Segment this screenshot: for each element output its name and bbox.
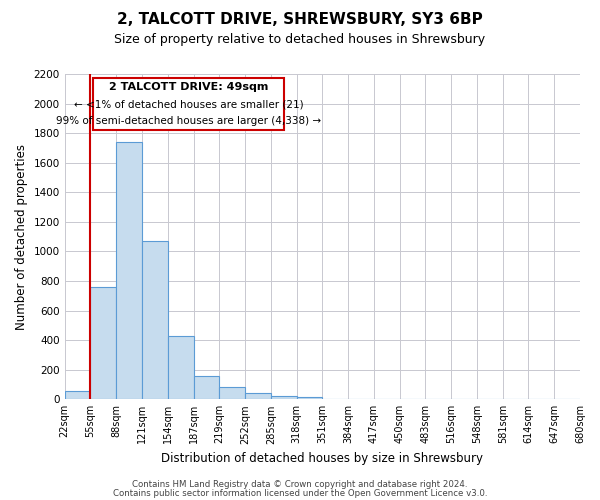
Text: 2 TALCOTT DRIVE: 49sqm: 2 TALCOTT DRIVE: 49sqm xyxy=(109,82,268,92)
Text: Size of property relative to detached houses in Shrewsbury: Size of property relative to detached ho… xyxy=(115,32,485,46)
Bar xyxy=(322,398,348,400)
Text: ← <1% of detached houses are smaller (21): ← <1% of detached houses are smaller (21… xyxy=(74,100,303,110)
Text: 99% of semi-detached houses are larger (4,338) →: 99% of semi-detached houses are larger (… xyxy=(56,116,321,126)
Y-axis label: Number of detached properties: Number of detached properties xyxy=(15,144,28,330)
Bar xyxy=(193,376,219,400)
Bar xyxy=(219,388,245,400)
Bar xyxy=(296,397,322,400)
Bar xyxy=(271,396,296,400)
X-axis label: Distribution of detached houses by size in Shrewsbury: Distribution of detached houses by size … xyxy=(161,452,484,465)
Bar xyxy=(142,241,168,400)
Bar xyxy=(116,142,142,400)
Text: Contains public sector information licensed under the Open Government Licence v3: Contains public sector information licen… xyxy=(113,489,487,498)
Bar xyxy=(245,394,271,400)
Text: 2, TALCOTT DRIVE, SHREWSBURY, SY3 6BP: 2, TALCOTT DRIVE, SHREWSBURY, SY3 6BP xyxy=(117,12,483,28)
Bar xyxy=(91,287,116,400)
Bar xyxy=(65,391,91,400)
Bar xyxy=(168,336,193,400)
FancyBboxPatch shape xyxy=(93,78,284,130)
Text: Contains HM Land Registry data © Crown copyright and database right 2024.: Contains HM Land Registry data © Crown c… xyxy=(132,480,468,489)
